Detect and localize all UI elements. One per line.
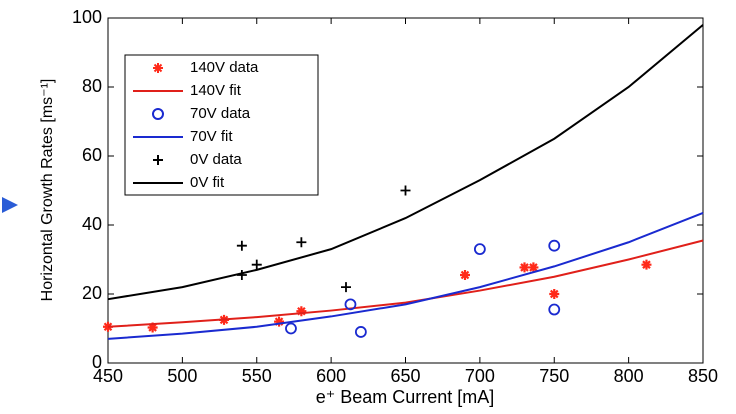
legend-marker xyxy=(153,63,163,73)
data-point xyxy=(354,326,367,338)
legend-label: 70V data xyxy=(190,105,251,122)
x-tick-label: 700 xyxy=(465,366,495,386)
data-point xyxy=(285,322,297,335)
legend-box xyxy=(124,54,319,196)
legend-label: 70V fit xyxy=(190,128,233,145)
y-tick-label: 40 xyxy=(82,214,102,234)
data-point xyxy=(296,306,307,317)
fit-line xyxy=(107,211,704,340)
legend-label: 140V fit xyxy=(190,82,242,99)
x-axis-label: e⁺ Beam Current [mA] xyxy=(316,387,495,407)
data-point xyxy=(549,289,560,299)
y-tick-label: 100 xyxy=(72,7,102,27)
x-tick-label: 550 xyxy=(242,366,272,386)
data-point xyxy=(147,322,158,333)
legend-marker xyxy=(152,108,165,120)
legend-label: 140V data xyxy=(190,59,259,76)
data-point xyxy=(296,237,307,248)
x-tick-label: 500 xyxy=(167,366,197,386)
data-point xyxy=(341,282,351,293)
data-point xyxy=(236,240,247,251)
data-point xyxy=(400,185,411,196)
legend-label: 0V fit xyxy=(190,174,225,191)
x-tick-label: 750 xyxy=(539,366,569,386)
y-tick-label: 80 xyxy=(82,76,102,96)
legend-label: 0V data xyxy=(190,151,242,168)
y-tick-label: 0 xyxy=(92,352,102,372)
x-tick-label: 800 xyxy=(614,366,644,386)
data-point xyxy=(274,316,285,327)
y-axis-label: Horizontal Growth Rates [ms⁻¹] xyxy=(39,79,56,302)
fit-line xyxy=(107,24,704,301)
data-point xyxy=(251,259,262,270)
data-point xyxy=(528,262,539,273)
y-tick-label: 20 xyxy=(82,283,102,303)
x-tick-label: 600 xyxy=(316,366,346,386)
legend-marker xyxy=(153,155,163,165)
data-point xyxy=(344,298,357,311)
arrow-icon xyxy=(2,197,18,213)
data-point xyxy=(641,259,652,270)
fit-line xyxy=(107,239,704,328)
data-point xyxy=(548,303,561,316)
y-tick-label: 60 xyxy=(82,145,102,165)
data-point xyxy=(548,239,561,252)
data-point xyxy=(473,243,486,255)
x-tick-label: 450 xyxy=(93,366,123,386)
data-point xyxy=(460,270,470,281)
data-point xyxy=(519,262,530,273)
x-tick-label: 650 xyxy=(390,366,420,386)
x-tick-label: 850 xyxy=(688,366,718,386)
